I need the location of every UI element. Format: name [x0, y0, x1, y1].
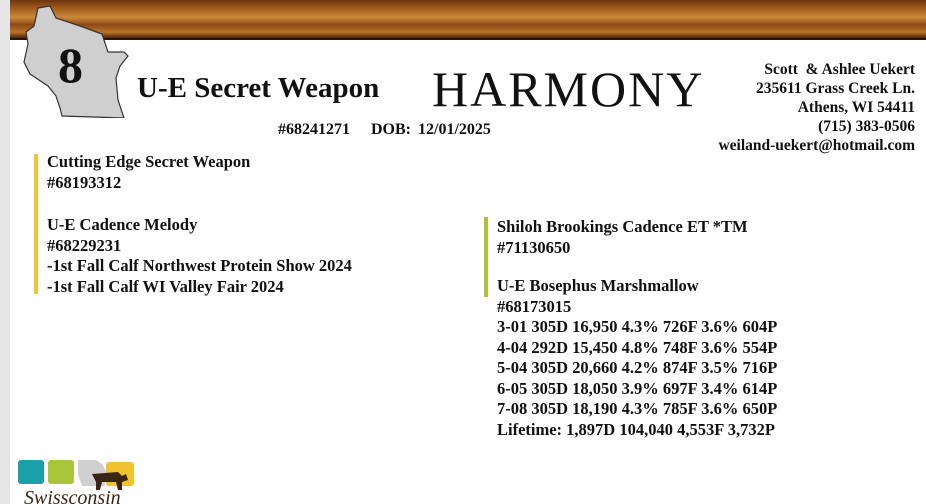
date-of-birth: DOB: 12/01/2025	[371, 121, 491, 138]
consignor-address: 235611 Grass Creek Ln.	[755, 80, 915, 97]
sire-reg: #68193312	[47, 172, 122, 192]
registration-line: #68241271 DOB: 12/01/2025	[278, 121, 491, 139]
production-record: 5-04 305D 20,660 4.2% 874F 3.5% 716P	[497, 358, 778, 377]
production-record: 7-08 305D 18,190 4.3% 785F 3.6% 650P	[497, 399, 778, 418]
production-record: 6-05 305D 18,050 3.9% 697F 3.4% 614P	[497, 378, 778, 398]
wisconsin-state-icon	[23, 5, 129, 118]
registration-number: #68241271	[278, 121, 350, 138]
svg-text:Swissconsin: Swissconsin	[24, 487, 121, 504]
consignor-contact: Scott & Ashlee Uekert 235611 Grass Creek…	[718, 60, 915, 155]
consignor-city: Athens, WI 54411	[797, 99, 915, 116]
animal-prefix: HARMONY	[432, 61, 705, 117]
animal-name: U-E Secret Weapon	[137, 72, 380, 104]
sire-name: Cutting Edge Secret Weapon	[47, 152, 251, 171]
left-margin	[0, 0, 10, 504]
dam-note: -1st Fall Calf Northwest Protein Show 20…	[47, 256, 352, 275]
dams-sire-reg: #71130650	[497, 237, 571, 257]
granddam-name: U-E Bosephus Marshmallow	[497, 276, 699, 295]
dam-note: -1st Fall Calf WI Valley Fair 2024	[47, 276, 284, 296]
dam-side-bar	[484, 217, 488, 297]
granddam-reg: #68173015	[497, 296, 572, 316]
sire-bar	[34, 154, 38, 294]
production-record: 3-01 305D 16,950 4.3% 726F 3.6% 604P	[497, 317, 778, 336]
production-record: 4-04 292D 15,450 4.8% 748F 3.6% 554P	[497, 337, 778, 357]
dam-name: U-E Cadence Melody	[47, 215, 198, 234]
sire-block: Cutting Edge Secret Weapon #68193312 U-E…	[34, 152, 352, 297]
dam-pedigree-block: Shiloh Brookings Cadence ET *TM #7113065…	[484, 217, 777, 440]
lot-number: 8	[58, 37, 83, 93]
wood-banner	[10, 0, 926, 40]
dam-reg: #68229231	[47, 235, 122, 255]
consignor-phone: (715) 383-0506	[818, 118, 915, 135]
consignor-email: weiland-uekert@hotmail.com	[718, 137, 915, 154]
lifetime-record: Lifetime: 1,897D 104,040 4,553F 3,732P	[497, 419, 776, 439]
swissconsin-logo: Swissconsin	[18, 460, 134, 504]
consignor-name: Scott & Ashlee Uekert	[764, 61, 915, 78]
dams-sire-name: Shiloh Brookings Cadence ET *TM	[497, 217, 748, 236]
